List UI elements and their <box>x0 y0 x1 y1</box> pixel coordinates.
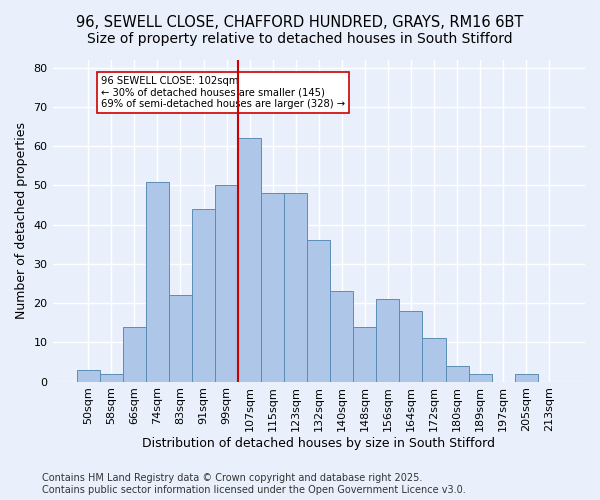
Bar <box>353 326 376 382</box>
Text: Size of property relative to detached houses in South Stifford: Size of property relative to detached ho… <box>87 32 513 46</box>
Bar <box>515 374 538 382</box>
Bar <box>330 292 353 382</box>
Bar <box>192 209 215 382</box>
Bar <box>238 138 261 382</box>
Text: 96 SEWELL CLOSE: 102sqm
← 30% of detached houses are smaller (145)
69% of semi-d: 96 SEWELL CLOSE: 102sqm ← 30% of detache… <box>101 76 345 109</box>
Bar <box>146 182 169 382</box>
Bar <box>422 338 446 382</box>
Bar <box>284 194 307 382</box>
Y-axis label: Number of detached properties: Number of detached properties <box>15 122 28 320</box>
Text: 96, SEWELL CLOSE, CHAFFORD HUNDRED, GRAYS, RM16 6BT: 96, SEWELL CLOSE, CHAFFORD HUNDRED, GRAY… <box>76 15 524 30</box>
Bar <box>215 186 238 382</box>
Bar <box>123 326 146 382</box>
Bar <box>307 240 330 382</box>
Bar <box>400 311 422 382</box>
X-axis label: Distribution of detached houses by size in South Stifford: Distribution of detached houses by size … <box>142 437 495 450</box>
Bar <box>100 374 123 382</box>
Bar <box>169 296 192 382</box>
Bar <box>469 374 491 382</box>
Bar <box>261 194 284 382</box>
Bar <box>77 370 100 382</box>
Bar <box>376 299 400 382</box>
Bar <box>446 366 469 382</box>
Text: Contains HM Land Registry data © Crown copyright and database right 2025.
Contai: Contains HM Land Registry data © Crown c… <box>42 474 466 495</box>
